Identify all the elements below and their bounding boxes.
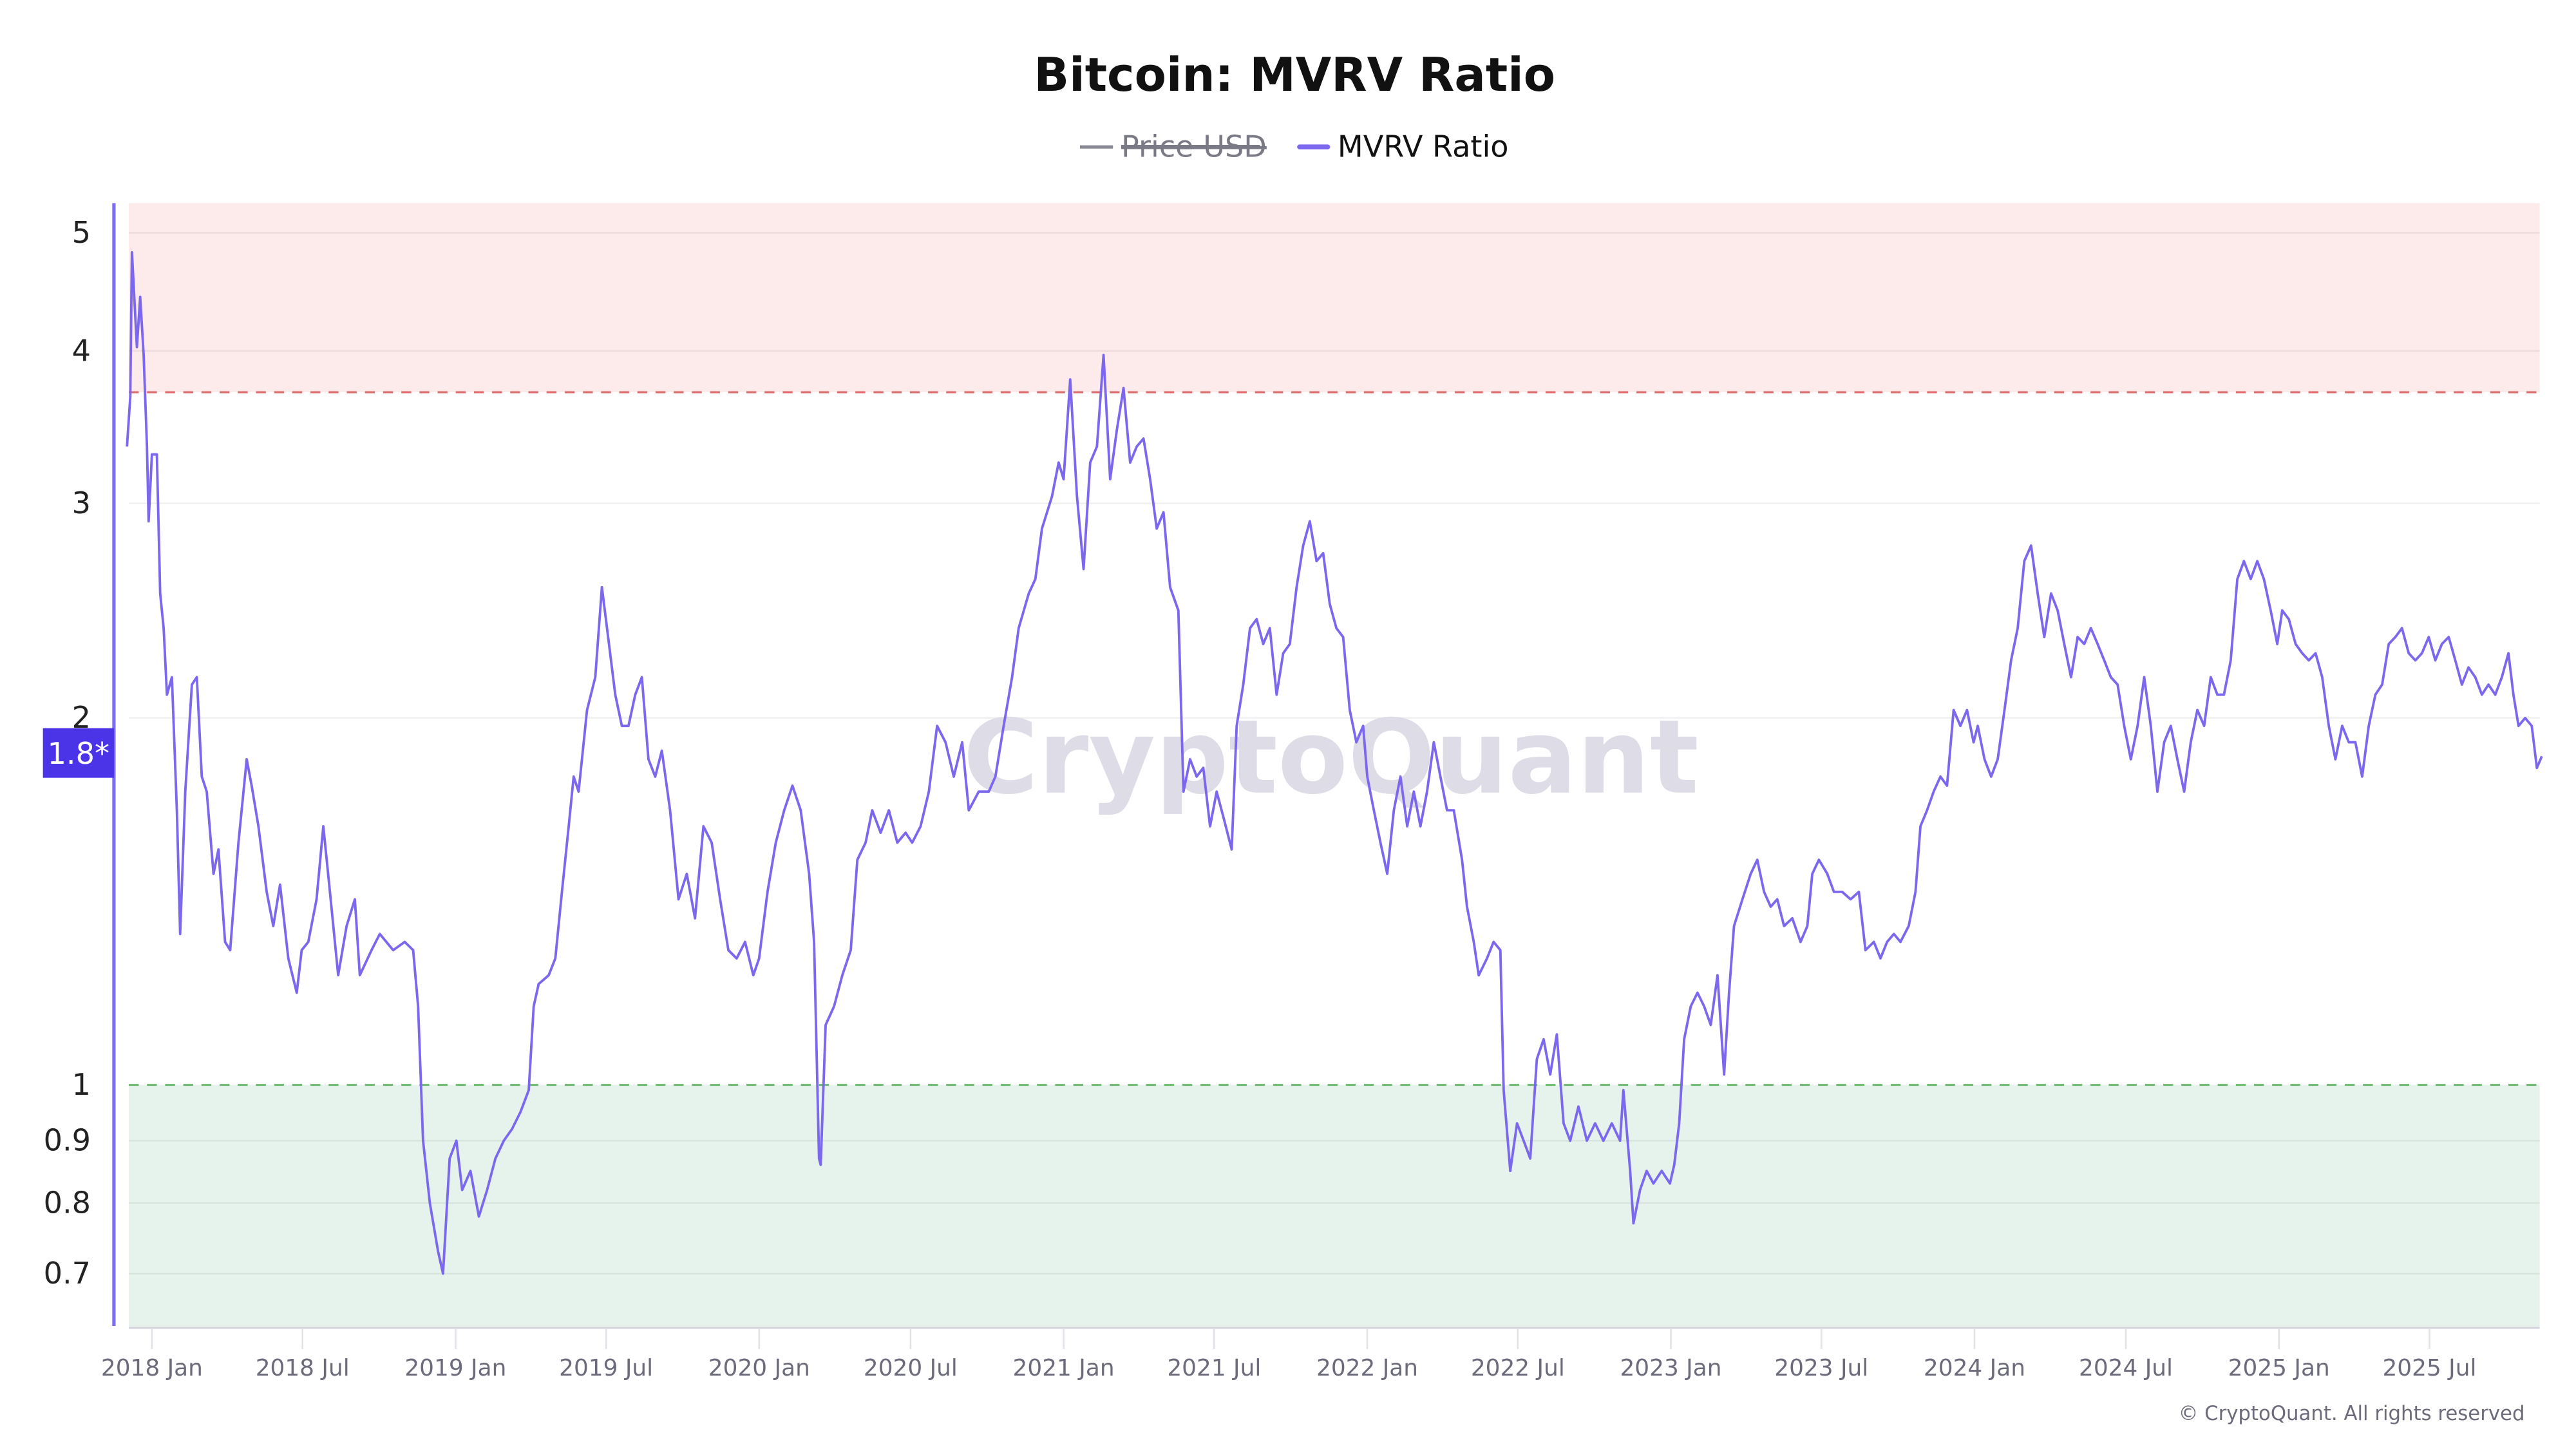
x-tick-label: 2021 Jan (1013, 1355, 1115, 1381)
y-tick-label: 0.9 (44, 1123, 91, 1158)
valuation-bands (129, 203, 2540, 1326)
legend-item-mvrv-ratio[interactable]: MVRV Ratio (1297, 129, 1509, 164)
x-tick-label: 2025 Jan (2228, 1355, 2330, 1381)
x-tick-label: 2024 Jan (1924, 1355, 2025, 1381)
x-tick-label: 2022 Jan (1316, 1355, 1418, 1381)
current-value-badge: 1.8* (43, 728, 114, 778)
y-tick-label: 1 (72, 1067, 91, 1102)
x-tick-label: 2021 Jul (1167, 1355, 1261, 1381)
current-value-badge-bg (43, 728, 114, 778)
legend: Price USD MVRV Ratio (1079, 129, 1509, 164)
x-tick-label: 2023 Jul (1774, 1355, 1868, 1381)
x-tick-label: 2024 Jul (2079, 1355, 2173, 1381)
y-tick-label: 0.7 (44, 1256, 91, 1291)
series-line-mvrv-ratio (126, 251, 2543, 1275)
x-tick-label: 2022 Jul (1471, 1355, 1565, 1381)
band-undervalued (129, 1084, 2540, 1326)
y-tick-label: 0.8 (44, 1185, 91, 1220)
x-tick-label: 2020 Jul (864, 1355, 958, 1381)
watermark: CryptoQuant (963, 698, 1698, 817)
x-tick-label: 2018 Jul (256, 1355, 350, 1381)
band-overvalued (129, 203, 2540, 393)
x-tick-label: 2025 Jul (2382, 1355, 2476, 1381)
y-tick-label: 4 (72, 333, 91, 368)
chart-title: Bitcoin: MVRV Ratio (1034, 48, 1555, 102)
x-axis-ticks: 2018 Jan 2018 Jul 2019 Jan 2019 Jul 2020 Jan… (101, 1329, 2476, 1381)
y-tick-label: 3 (72, 486, 91, 520)
x-tick-label: 2019 Jul (559, 1355, 653, 1381)
legend-item-price-usd[interactable]: Price USD (1079, 129, 1267, 164)
x-tick-label: 2020 Jan (708, 1355, 810, 1381)
legend-label-mvrv-ratio: MVRV Ratio (1338, 129, 1509, 164)
x-tick-label: 2023 Jan (1620, 1355, 1721, 1381)
copyright-text: © CryptoQuant. All rights reserved (2179, 1402, 2525, 1425)
y-tick-label: 5 (72, 215, 91, 250)
current-value-label: 1.8* (48, 736, 109, 771)
x-tick-label: 2018 Jan (101, 1355, 203, 1381)
x-tick-label: 2019 Jan (404, 1355, 506, 1381)
